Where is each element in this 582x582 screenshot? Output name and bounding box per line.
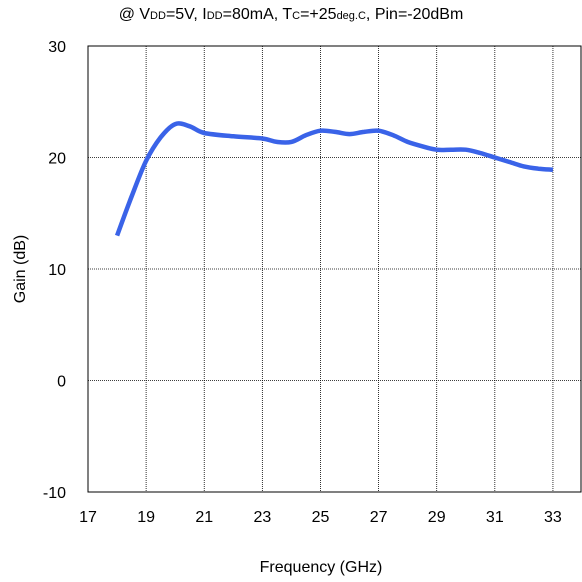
y-tick-label: 10 [48, 262, 66, 279]
x-tick-label: 33 [544, 509, 562, 526]
grid [88, 46, 582, 492]
title-subscript: DD [206, 10, 223, 22]
title-part: , Pin=-20dBm [365, 6, 464, 23]
chart-title: @ VDD=5V, IDD=80mA, TC=+25deg.C, Pin=-20… [0, 6, 582, 24]
gain-series-line [114, 121, 554, 237]
y-tick-label: 0 [57, 374, 66, 391]
title-part: =80mA, T [222, 6, 293, 23]
tick-labels: 17 19 21 23 25 27 29 31 33 -10 0 10 20 30 [43, 39, 562, 526]
x-tick-label: 21 [195, 509, 213, 526]
x-tick-label: 23 [253, 509, 271, 526]
title-part: =+25 [300, 6, 337, 23]
title-part: =5V, I [165, 6, 207, 23]
title-subscript: C [292, 10, 301, 22]
x-tick-label: 31 [486, 509, 504, 526]
y-axis-label: Gain (dB) [12, 235, 29, 303]
x-axis-label: Frequency (GHz) [260, 559, 383, 576]
x-tick-label: 17 [79, 509, 97, 526]
x-tick-label: 19 [137, 509, 155, 526]
title-subscript: deg.C [336, 10, 366, 22]
x-tick-label: 25 [312, 509, 330, 526]
x-tick-label: 29 [428, 509, 446, 526]
y-tick-label: 30 [48, 39, 66, 56]
title-part: @ V [118, 6, 151, 23]
title-subscript: DD [150, 10, 166, 22]
series-layer [114, 121, 554, 237]
plot-frame [87, 45, 582, 493]
y-tick-label: 20 [48, 151, 66, 168]
y-tick-label: -10 [43, 485, 66, 502]
x-tick-label: 27 [370, 509, 388, 526]
